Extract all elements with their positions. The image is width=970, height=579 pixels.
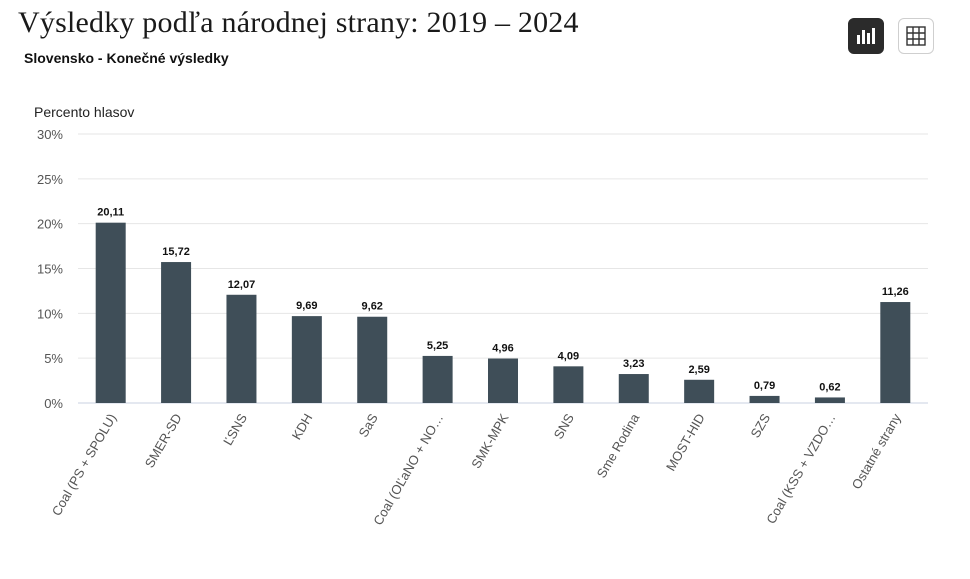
x-tick-label: Sme Rodina <box>594 410 643 480</box>
value-label: 11,26 <box>882 286 909 298</box>
chart-subtitle: Slovensko - Konečné výsledky <box>24 50 229 66</box>
y-tick-label: 5% <box>44 351 63 366</box>
y-tick-label: 10% <box>37 306 63 321</box>
y-tick-label: 0% <box>44 396 63 411</box>
value-label: 0,79 <box>754 380 775 392</box>
value-label: 15,72 <box>162 246 190 258</box>
x-tick-label: Coal (KSS + VZDO… <box>763 411 838 526</box>
x-tick-label: SMER-SD <box>142 411 185 470</box>
value-label: 20,11 <box>97 207 124 219</box>
value-label: 3,23 <box>623 358 644 370</box>
x-tick-label: Coal (OĽaNO + NO… <box>370 411 446 528</box>
bar[interactable] <box>553 366 584 403</box>
bar[interactable] <box>618 374 649 403</box>
value-label: 12,07 <box>228 279 256 291</box>
x-tick-label: Ostatné strany <box>849 411 905 492</box>
bar[interactable] <box>488 358 518 403</box>
x-tick-label: KDH <box>289 411 316 442</box>
bars <box>95 222 911 403</box>
value-label: 9,62 <box>362 301 383 313</box>
value-label: 4,96 <box>492 343 513 355</box>
bar[interactable] <box>291 316 322 403</box>
value-label: 2,59 <box>688 364 709 376</box>
x-tick-label: SNS <box>551 411 578 442</box>
chart-view-button[interactable] <box>848 18 884 54</box>
value-labels: 20,11 15,72 12,07 9,69 9,62 5,25 4,96 4,09 3,23 2… <box>97 207 909 394</box>
bar[interactable] <box>880 302 911 403</box>
table-grid-icon <box>906 26 926 46</box>
y-tick-label: 30% <box>37 127 63 142</box>
table-view-button[interactable] <box>898 18 934 54</box>
value-label: 9,69 <box>296 300 317 312</box>
page-title: Výsledky podľa národnej strany: 2019 – 2… <box>18 6 579 39</box>
value-label: 4,09 <box>558 350 579 362</box>
y-axis-label: Percento hlasov <box>34 104 134 120</box>
bar[interactable] <box>95 222 126 403</box>
bar[interactable] <box>357 316 388 403</box>
chart-svg: Percento hlasov 0% 5% 10% 15% 20% 25% 30% 20,1… <box>34 104 928 528</box>
x-tick-label: ĽSNS <box>220 411 250 448</box>
y-tick-labels: 0% 5% 10% 15% 20% 25% 30% <box>37 127 63 411</box>
x-tick-label: MOST-HID <box>663 411 708 474</box>
bar-chart: Percento hlasov 0% 5% 10% 15% 20% 25% 30% 20,1… <box>0 95 970 579</box>
value-label: 0,62 <box>819 381 840 393</box>
bar[interactable] <box>684 379 715 403</box>
bar[interactable] <box>422 355 453 403</box>
y-tick-label: 25% <box>37 172 63 187</box>
bar-chart-icon <box>857 28 875 44</box>
bar[interactable] <box>814 397 845 403</box>
value-label: 5,25 <box>427 340 448 352</box>
bar[interactable] <box>226 294 257 403</box>
x-tick-label: SaS <box>356 411 381 440</box>
y-tick-label: 15% <box>37 262 63 277</box>
x-tick-label: Coal (PS + SPOLU) <box>49 411 120 518</box>
x-tick-label: SZS <box>747 411 773 441</box>
x-tick-label: SMK-MPK <box>468 411 511 471</box>
y-tick-label: 20% <box>37 217 63 232</box>
bar[interactable] <box>749 395 780 403</box>
bar[interactable] <box>161 262 192 403</box>
